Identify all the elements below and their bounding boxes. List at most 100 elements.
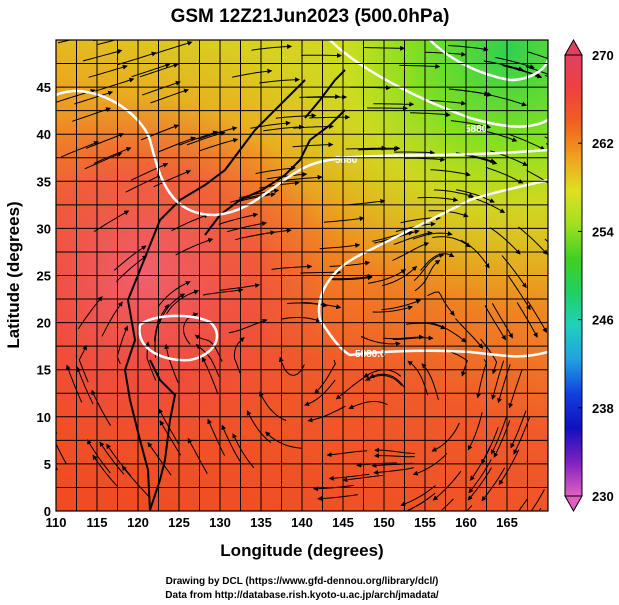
x-tick-label: 110 [46, 515, 67, 530]
y-tick-label: 35 [37, 174, 51, 189]
colorbar-label: 262 [592, 136, 614, 151]
y-tick-label: 5 [44, 457, 51, 472]
streamline [372, 305, 414, 313]
streamline [507, 275, 531, 311]
streamline [326, 450, 368, 458]
streamline [153, 169, 192, 188]
plot-area: 5880 5880 5880.0 [56, 40, 548, 511]
streamline [251, 44, 293, 51]
streamline [518, 499, 528, 511]
y-tick-label: 10 [37, 410, 51, 425]
x-tick-label: 165 [496, 515, 518, 530]
streamline [493, 420, 511, 458]
streamline [373, 101, 415, 107]
y-tick-label: 15 [37, 363, 51, 378]
streamline [121, 465, 149, 497]
streamline [369, 373, 405, 388]
streamline [412, 452, 448, 476]
streamline [158, 281, 191, 307]
colorbar-label: 246 [592, 313, 614, 328]
streamline [430, 169, 471, 177]
streamline [195, 344, 220, 377]
streamline [497, 364, 511, 404]
streamline [329, 260, 371, 267]
streamline [483, 60, 524, 72]
streamline [101, 301, 123, 337]
streamline [74, 90, 114, 105]
streamline [142, 80, 181, 96]
streamline [275, 113, 317, 119]
colorbar-label: 230 [592, 489, 614, 504]
streamline [87, 439, 111, 474]
streamline [358, 146, 399, 152]
streamline [374, 447, 415, 454]
streamline [255, 165, 296, 175]
streamline [440, 498, 454, 511]
streamline [381, 265, 418, 287]
streamline [227, 221, 268, 233]
streamline [476, 359, 487, 399]
colorbar-bottom-triangle [564, 495, 583, 513]
streamline [501, 255, 527, 289]
streamline [113, 245, 147, 271]
streamline [106, 443, 132, 477]
streamline [491, 302, 513, 339]
streamline [432, 236, 471, 248]
y-tick-label: 0 [44, 504, 51, 519]
streamline [259, 77, 301, 84]
streamline [481, 427, 499, 465]
x-tick-label: 130 [209, 515, 231, 530]
contour-label-1: 5880 [335, 155, 358, 166]
x-axis-ticks: 110 115 120 125 130 135 140 145 150 155 160 165 [46, 515, 518, 530]
credit-line-1: Drawing by DCL (https://www.gfd-dennou.o… [166, 576, 439, 587]
x-tick-label: 120 [127, 515, 149, 530]
y-tick-label: 20 [37, 316, 51, 331]
contour-5740-ne [429, 40, 548, 82]
streamline [280, 317, 322, 323]
y-tick-label: 40 [37, 127, 51, 142]
streamline [417, 197, 459, 203]
streamline [57, 40, 72, 44]
streamline [221, 424, 241, 462]
streamline [164, 343, 179, 383]
contour-label-2: 5880 [465, 124, 488, 135]
streamline [368, 269, 407, 284]
streamline [400, 485, 436, 507]
streamline [77, 296, 103, 330]
streamline [507, 133, 546, 151]
streamline [317, 494, 358, 501]
streamline [91, 389, 112, 427]
x-tick-label: 115 [87, 515, 108, 530]
streamline [517, 226, 548, 255]
streamline [266, 172, 308, 180]
contour-label-3: 5880.0 [355, 349, 386, 360]
colorbar-body [564, 54, 583, 497]
streamline [451, 88, 493, 97]
streamline [187, 437, 208, 475]
streamline [404, 156, 446, 162]
streamline [447, 45, 489, 52]
streamline [157, 136, 196, 153]
x-tick-label: 140 [291, 515, 313, 530]
streamline [84, 152, 123, 170]
streamline [508, 369, 523, 409]
streamline [233, 337, 245, 374]
streamline [76, 366, 94, 405]
streamline [88, 64, 128, 78]
streamline [383, 334, 425, 340]
streamline [407, 360, 429, 396]
streamline [153, 40, 193, 55]
streamline [490, 416, 507, 455]
x-tick-label: 125 [168, 515, 190, 530]
colorbar-labels: 270 262 254 246 238 230 [578, 48, 614, 504]
streamline [467, 412, 483, 451]
streamline [116, 255, 148, 282]
streamline [117, 51, 157, 66]
streamline [218, 212, 259, 225]
streamline [335, 374, 369, 400]
streamline [433, 189, 475, 198]
streamline [93, 40, 99, 42]
chart-title: GSM 12Z21Jun2023 (500.0hPa) [171, 6, 450, 27]
streamline [525, 297, 547, 334]
streamline [456, 189, 495, 203]
